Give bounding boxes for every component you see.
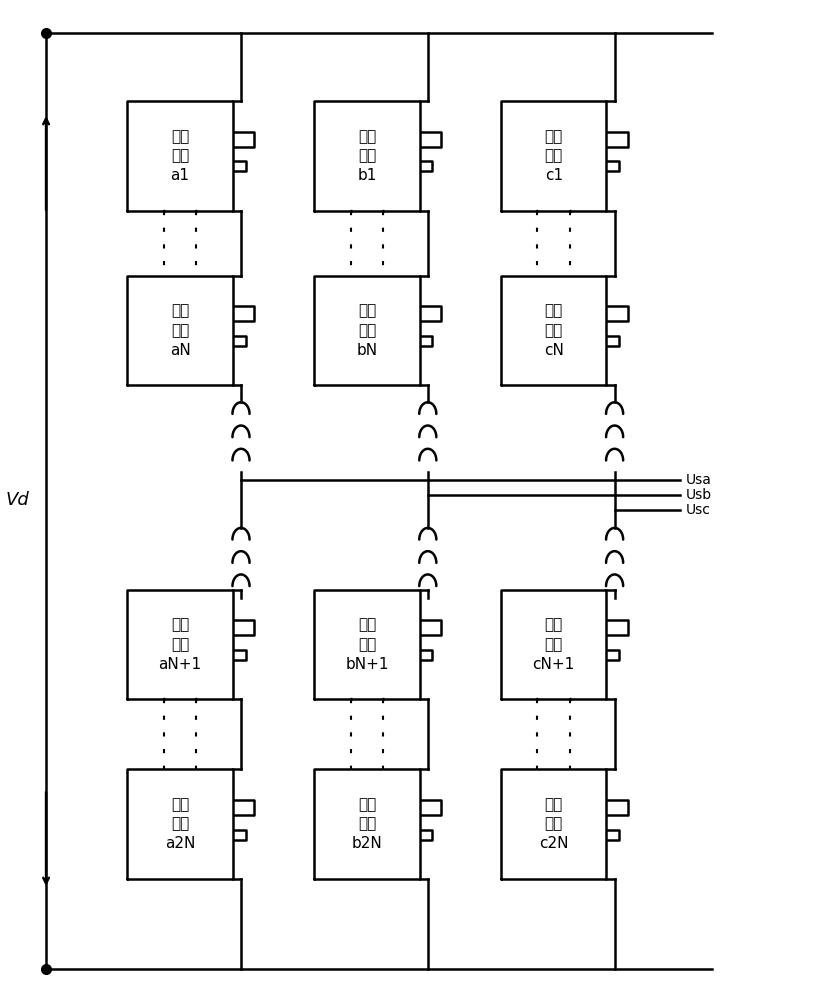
Text: 功率
单元
b2N: 功率 单元 b2N (351, 797, 382, 851)
Text: 功率
单元
b1: 功率 单元 b1 (357, 129, 377, 183)
Text: Usb: Usb (686, 488, 712, 502)
Text: 功率
单元
bN: 功率 单元 bN (356, 303, 377, 358)
Text: 功率
单元
c1: 功率 单元 c1 (544, 129, 563, 183)
Text: 功率
单元
cN+1: 功率 单元 cN+1 (532, 617, 575, 672)
Text: 功率
单元
bN+1: 功率 单元 bN+1 (345, 617, 389, 672)
Text: 功率
单元
cN: 功率 单元 cN (544, 303, 564, 358)
Text: 功率
单元
c2N: 功率 单元 c2N (539, 797, 568, 851)
Text: 功率
单元
a1: 功率 单元 a1 (170, 129, 190, 183)
Text: Vd: Vd (6, 491, 29, 509)
Text: 功率
单元
aN: 功率 单元 aN (170, 303, 191, 358)
Text: Usa: Usa (686, 473, 712, 487)
Text: 功率
单元
a2N: 功率 单元 a2N (165, 797, 196, 851)
Text: 功率
单元
aN+1: 功率 单元 aN+1 (158, 617, 201, 672)
Text: Usc: Usc (686, 503, 711, 517)
